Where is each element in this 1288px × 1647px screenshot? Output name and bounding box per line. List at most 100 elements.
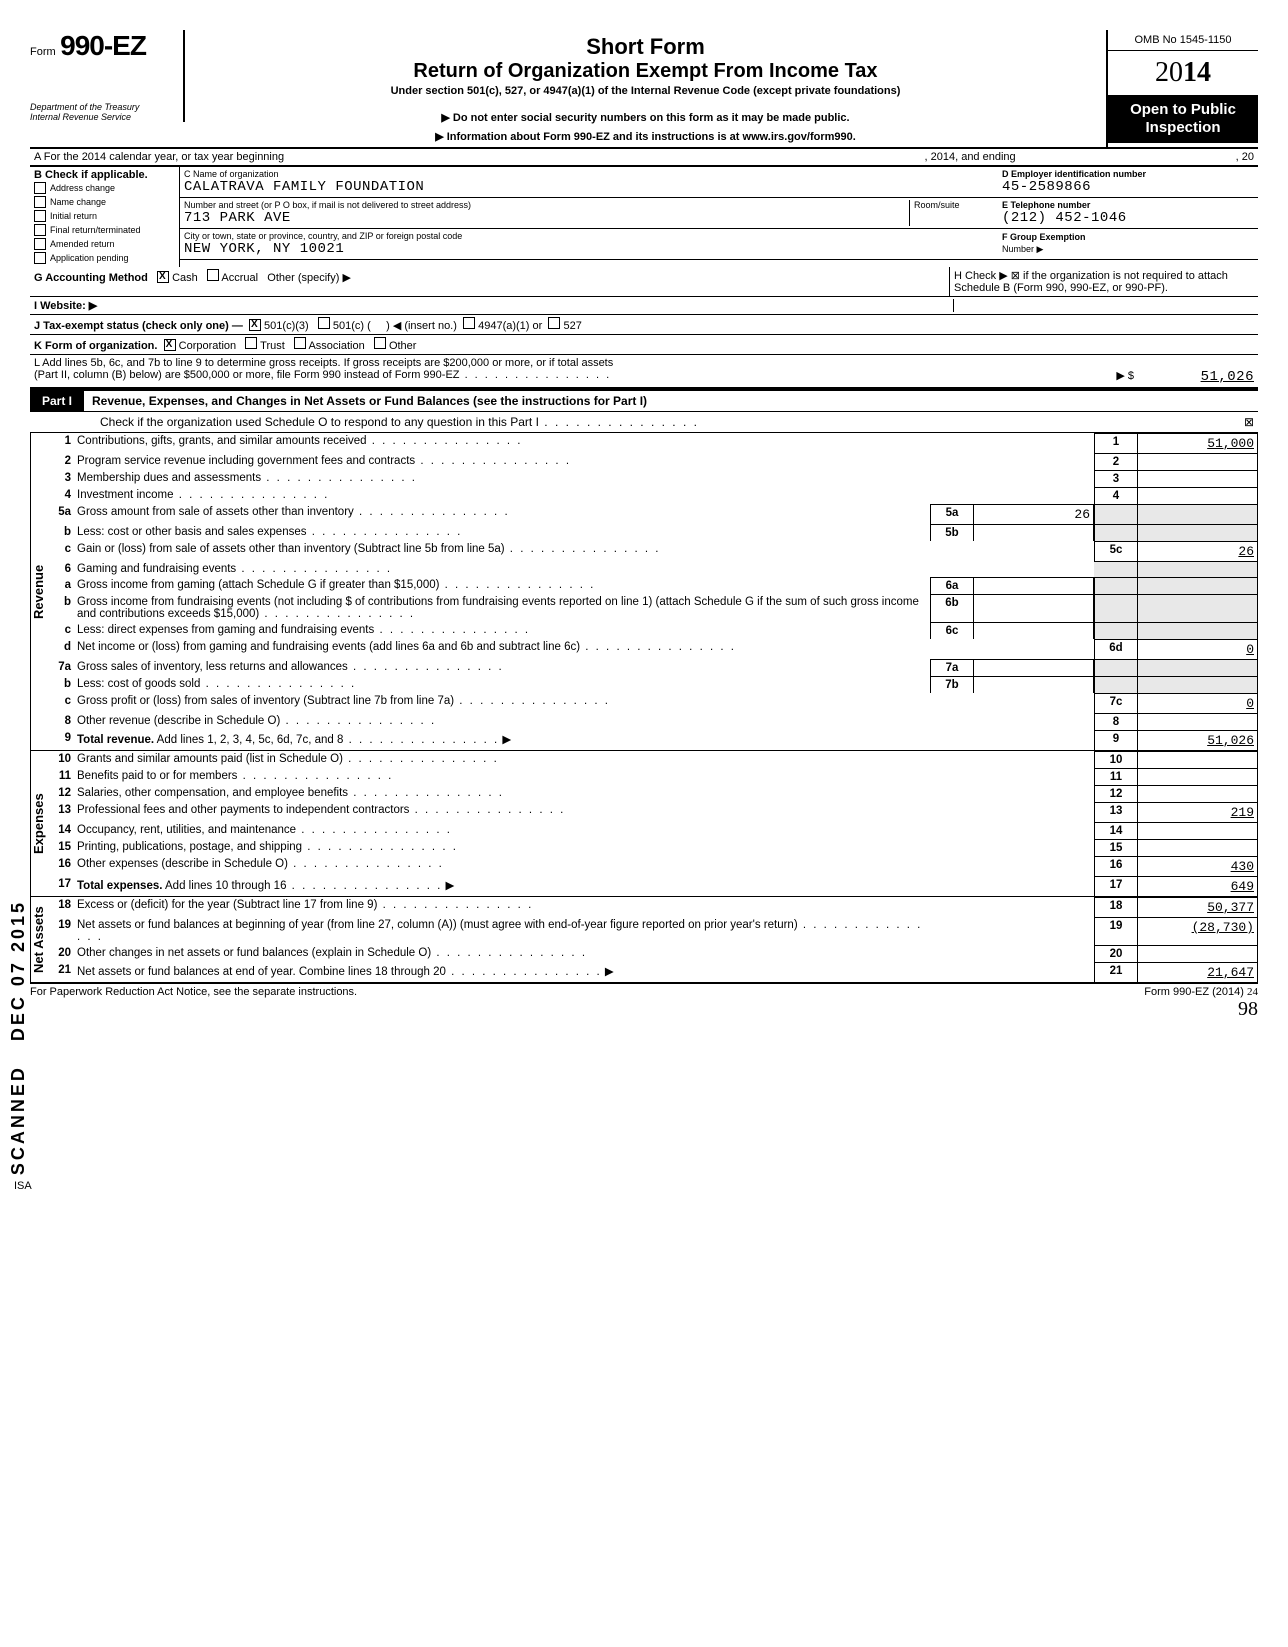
box-num: 14 xyxy=(1094,822,1138,839)
chk-trust[interactable] xyxy=(245,337,257,349)
part1-check-text: Check if the organization used Schedule … xyxy=(100,415,699,429)
inner-box-val xyxy=(974,659,1094,676)
part1-header: Part I Revenue, Expenses, and Changes in… xyxy=(30,389,1258,412)
chk-corporation[interactable] xyxy=(164,339,176,351)
box-val: 21,647 xyxy=(1138,962,1258,982)
dept-irs: Internal Revenue Service xyxy=(30,112,175,122)
box-val: 0 xyxy=(1138,693,1258,713)
stamp-date: DEC 07 2015 xyxy=(8,900,28,1041)
line-desc: Gross income from fundraising events (no… xyxy=(74,594,930,622)
box-val xyxy=(1138,945,1258,962)
title-note-info: ▶ Information about Form 990-EZ and its … xyxy=(195,130,1096,143)
line-num: 17 xyxy=(46,876,74,896)
box-num: 20 xyxy=(1094,945,1138,962)
row-gh: G Accounting Method Cash Accrual Other (… xyxy=(30,267,1258,297)
chk-initial-return[interactable]: Initial return xyxy=(34,209,175,223)
form-line-c: cGross profit or (loss) from sales of in… xyxy=(46,693,1258,713)
expenses-section: Expenses 10Grants and similar amounts pa… xyxy=(30,750,1258,896)
open-line1: Open to Public xyxy=(1130,101,1236,118)
chk-application-pending[interactable]: Application pending xyxy=(34,251,175,265)
b-label: B Check if applicable. xyxy=(34,169,175,181)
form-line-16: 16Other expenses (describe in Schedule O… xyxy=(46,856,1258,876)
line-num: 1 xyxy=(46,433,74,453)
box-val xyxy=(1138,453,1258,470)
form-line-1: 1Contributions, gifts, grants, and simil… xyxy=(46,433,1258,453)
a-end: , 20 xyxy=(1236,151,1254,163)
box-num: 13 xyxy=(1094,802,1138,822)
street-label: Number and street (or P O box, if mail i… xyxy=(184,200,909,210)
title-line1: Short Form xyxy=(195,34,1096,60)
l-text2: (Part II, column (B) below) are $500,000… xyxy=(34,369,611,385)
box-num: 21 xyxy=(1094,962,1138,982)
c-label: C Name of organization xyxy=(184,169,994,179)
i-label: I Website: ▶ xyxy=(34,300,97,312)
chk-association[interactable] xyxy=(294,337,306,349)
chk-address-change[interactable]: Address change xyxy=(34,181,175,195)
title-line2: Return of Organization Exempt From Incom… xyxy=(195,60,1096,83)
form-line-4: 4Investment income4 xyxy=(46,487,1258,504)
side-netassets: Net Assets xyxy=(30,897,46,982)
line-desc: Gain or (loss) from sale of assets other… xyxy=(74,541,930,561)
box-val xyxy=(1138,822,1258,839)
box-num: 5c xyxy=(1094,541,1138,561)
footer-hand2: 98 xyxy=(30,998,1258,1021)
stamp-isa: ISA xyxy=(14,1180,32,1192)
year-bold: 14 xyxy=(1183,57,1211,88)
form-line-21: 21Net assets or fund balances at end of … xyxy=(46,962,1258,982)
form-prefix: Form xyxy=(30,46,56,58)
form-line-11: 11Benefits paid to or for members11 xyxy=(46,768,1258,785)
line-desc: Gross amount from sale of assets other t… xyxy=(74,504,930,524)
omb-number: OMB No 1545-1150 xyxy=(1108,30,1258,51)
box-val xyxy=(1138,470,1258,487)
form-line-b: bGross income from fundraising events (n… xyxy=(46,594,1258,622)
chk-final-return[interactable]: Final return/terminated xyxy=(34,223,175,237)
chk-501c3[interactable] xyxy=(249,319,261,331)
inner-box-num: 7b xyxy=(930,676,974,693)
box-val: (28,730) xyxy=(1138,917,1258,945)
row-a: A For the 2014 calendar year, or tax yea… xyxy=(30,149,1258,166)
line-desc: Total expenses. Add lines 10 through 16 … xyxy=(74,876,930,896)
form-line-b: bLess: cost or other basis and sales exp… xyxy=(46,524,1258,541)
open-to-public: Open to Public Inspection xyxy=(1108,95,1258,143)
line-num: 13 xyxy=(46,802,74,822)
part1-tag: Part I xyxy=(30,391,84,411)
box-num: 1 xyxy=(1094,433,1138,453)
footer-hand1: 24 xyxy=(1247,986,1258,998)
box-num: 7c xyxy=(1094,693,1138,713)
box-val: 26 xyxy=(1138,541,1258,561)
box-num: 2 xyxy=(1094,453,1138,470)
line-num: b xyxy=(46,594,74,622)
row-k: K Form of organization. Corporation Trus… xyxy=(30,335,1258,355)
ein-value: 45-2589866 xyxy=(1002,179,1254,195)
chk-accrual[interactable] xyxy=(207,269,219,281)
form-line-20: 20Other changes in net assets or fund ba… xyxy=(46,945,1258,962)
box-val xyxy=(1138,785,1258,802)
line-num: 14 xyxy=(46,822,74,839)
box-val xyxy=(1138,839,1258,856)
f-label2: Number ▶ xyxy=(1002,244,1043,254)
chk-name-change[interactable]: Name change xyxy=(34,195,175,209)
j-label: J Tax-exempt status (check only one) — xyxy=(34,320,243,332)
chk-cash[interactable] xyxy=(157,271,169,283)
line-desc: Other revenue (describe in Schedule O) xyxy=(74,713,930,730)
box-val xyxy=(1138,751,1258,768)
chk-501c[interactable] xyxy=(318,317,330,329)
page-footer: For Paperwork Reduction Act Notice, see … xyxy=(30,982,1258,998)
chk-other-org[interactable] xyxy=(374,337,386,349)
phone-value: (212) 452-1046 xyxy=(1002,210,1254,226)
box-num: 19 xyxy=(1094,917,1138,945)
chk-amended-return[interactable]: Amended return xyxy=(34,237,175,251)
line-desc: Excess or (deficit) for the year (Subtra… xyxy=(74,897,930,917)
revenue-section: Revenue 1Contributions, gifts, grants, a… xyxy=(30,433,1258,750)
title-note-ssn: ▶ Do not enter social security numbers o… xyxy=(195,111,1096,124)
form-line-15: 15Printing, publications, postage, and s… xyxy=(46,839,1258,856)
line-num: 11 xyxy=(46,768,74,785)
box-num: 4 xyxy=(1094,487,1138,504)
line-desc: Membership dues and assessments xyxy=(74,470,930,487)
line-num: 10 xyxy=(46,751,74,768)
chk-4947[interactable] xyxy=(463,317,475,329)
line-desc: Printing, publications, postage, and shi… xyxy=(74,839,930,856)
a-mid: , 2014, and ending xyxy=(925,151,1016,163)
chk-527[interactable] xyxy=(548,317,560,329)
line-num: 7a xyxy=(46,659,74,676)
